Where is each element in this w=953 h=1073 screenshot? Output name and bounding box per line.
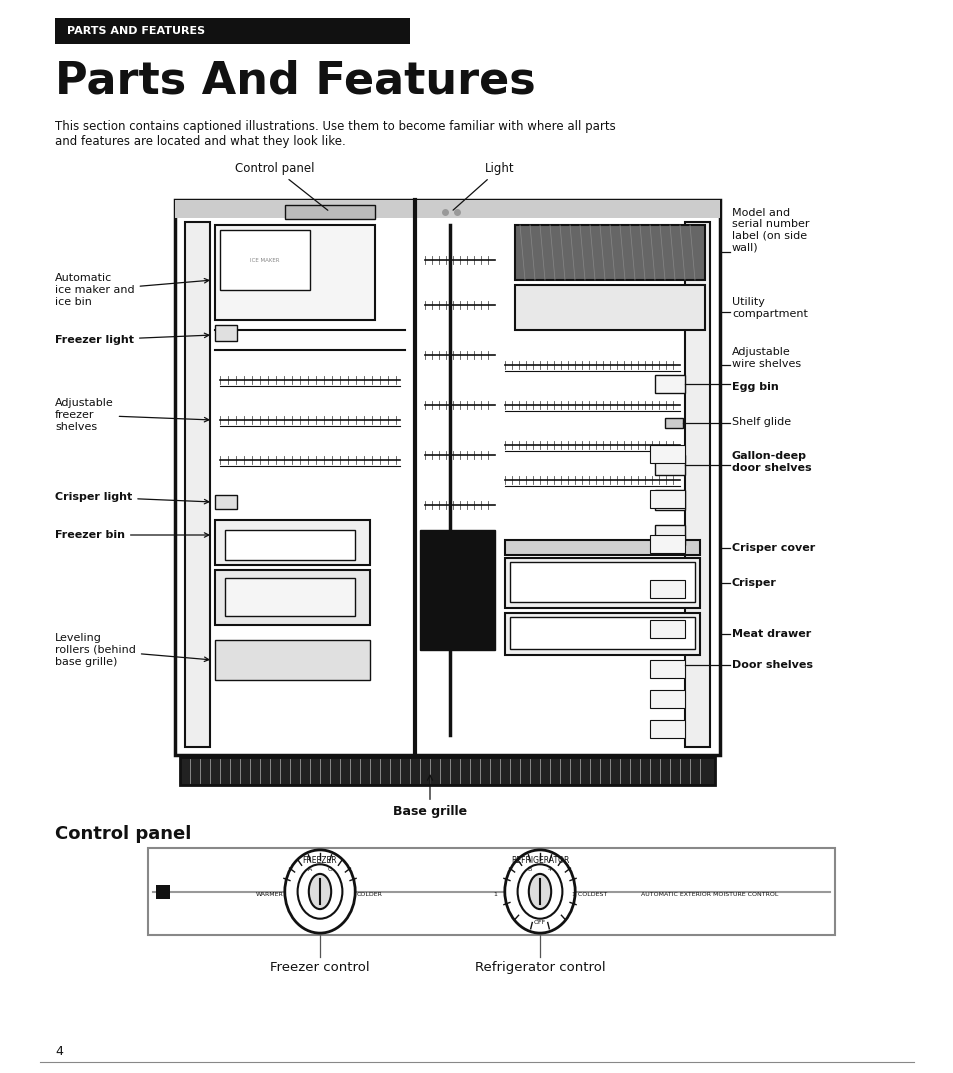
Text: Crisper: Crisper xyxy=(731,578,776,588)
Text: B: B xyxy=(527,867,532,871)
Bar xyxy=(214,640,370,680)
Ellipse shape xyxy=(504,850,575,934)
Bar xyxy=(214,570,370,624)
Bar xyxy=(655,374,684,393)
Text: Door shelves: Door shelves xyxy=(731,660,812,670)
Bar xyxy=(214,520,370,565)
Bar xyxy=(504,558,700,608)
Bar xyxy=(655,455,684,475)
Text: Crisper cover: Crisper cover xyxy=(731,543,815,553)
Bar xyxy=(649,620,684,638)
Bar xyxy=(504,540,700,555)
Text: Model and
serial number
label (on side
wall): Model and serial number label (on side w… xyxy=(731,207,809,252)
Text: This section contains captioned illustrations. Use them to become familiar with : This section contains captioned illustra… xyxy=(55,120,615,133)
Text: 1: 1 xyxy=(493,892,497,897)
Text: ICE MAKER: ICE MAKER xyxy=(250,258,279,263)
Bar xyxy=(510,562,695,602)
Text: 4: 4 xyxy=(547,867,552,871)
Ellipse shape xyxy=(517,864,562,918)
Text: 1 COLDEST: 1 COLDEST xyxy=(572,892,607,897)
Text: Freezer bin: Freezer bin xyxy=(55,530,209,540)
Bar xyxy=(649,660,684,678)
Bar xyxy=(214,225,375,320)
Text: PARTS AND FEATURES: PARTS AND FEATURES xyxy=(67,26,205,36)
Text: Control panel: Control panel xyxy=(235,162,328,210)
Bar xyxy=(285,205,375,219)
Bar xyxy=(225,530,355,560)
Bar xyxy=(649,535,684,553)
Bar xyxy=(225,578,355,616)
Bar xyxy=(148,848,834,935)
Text: C: C xyxy=(328,867,332,871)
Text: Freezer light: Freezer light xyxy=(55,333,209,346)
Text: Light: Light xyxy=(453,162,514,210)
Bar xyxy=(515,285,704,330)
Text: Freezer control: Freezer control xyxy=(270,961,370,974)
Text: Utility
compartment: Utility compartment xyxy=(731,297,807,319)
Text: and features are located and what they look like.: and features are located and what they l… xyxy=(55,135,345,148)
Bar xyxy=(649,690,684,708)
Text: Crisper light: Crisper light xyxy=(55,493,209,504)
Text: Adjustable
freezer
shelves: Adjustable freezer shelves xyxy=(55,398,209,431)
Ellipse shape xyxy=(285,850,355,934)
Ellipse shape xyxy=(297,864,342,918)
Bar xyxy=(214,495,236,509)
Text: WARMER: WARMER xyxy=(255,892,284,897)
Bar xyxy=(174,200,720,755)
Text: Egg bin: Egg bin xyxy=(731,382,778,392)
Bar xyxy=(185,222,210,747)
Bar xyxy=(655,490,684,510)
Ellipse shape xyxy=(309,873,331,909)
Text: AUTOMATIC EXTERIOR MOISTURE CONTROL: AUTOMATIC EXTERIOR MOISTURE CONTROL xyxy=(640,892,778,897)
Text: COLDER: COLDER xyxy=(356,892,382,897)
Bar xyxy=(649,490,684,508)
Text: Leveling
rollers (behind
base grille): Leveling rollers (behind base grille) xyxy=(55,633,209,666)
Bar xyxy=(55,18,410,44)
Bar xyxy=(655,525,684,545)
Bar xyxy=(664,418,682,428)
Text: Base grille: Base grille xyxy=(393,775,467,818)
Text: FREEZER: FREEZER xyxy=(302,856,337,865)
Bar xyxy=(214,325,236,341)
Bar xyxy=(684,222,709,747)
Bar xyxy=(220,230,310,290)
Bar xyxy=(504,613,700,655)
Ellipse shape xyxy=(528,873,551,909)
Bar xyxy=(649,720,684,738)
Bar xyxy=(649,445,684,464)
Bar xyxy=(649,580,684,598)
Bar xyxy=(156,884,170,898)
Text: 4: 4 xyxy=(55,1045,63,1058)
Bar xyxy=(510,617,695,649)
Text: Control panel: Control panel xyxy=(55,825,192,843)
Text: Adjustable
wire shelves: Adjustable wire shelves xyxy=(731,348,801,369)
Text: Gallon-deep
door shelves: Gallon-deep door shelves xyxy=(731,452,811,473)
Bar xyxy=(180,756,714,785)
Text: REFRIGERATOR: REFRIGERATOR xyxy=(510,856,569,865)
Text: Automatic
ice maker and
ice bin: Automatic ice maker and ice bin xyxy=(55,274,209,307)
Text: Parts And Features: Parts And Features xyxy=(55,60,536,103)
Text: A: A xyxy=(308,867,312,871)
Text: OFF: OFF xyxy=(534,921,545,926)
Text: Shelf glide: Shelf glide xyxy=(731,417,790,427)
Text: Refrigerator control: Refrigerator control xyxy=(475,961,604,974)
Text: Meat drawer: Meat drawer xyxy=(731,629,810,640)
Bar xyxy=(515,225,704,280)
Bar xyxy=(174,200,720,218)
Bar xyxy=(419,530,495,650)
